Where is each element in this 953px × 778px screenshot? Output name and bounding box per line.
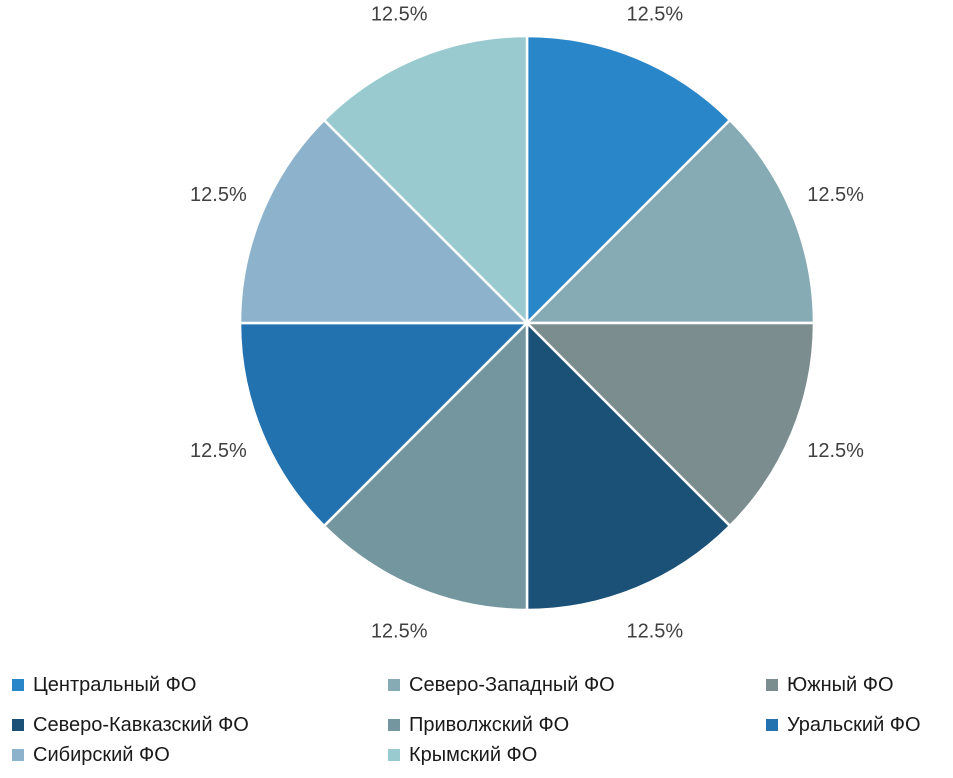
data-label-1: 12.5% xyxy=(626,3,683,25)
pie-slice-2 xyxy=(525,118,816,325)
pie-slice-7 xyxy=(238,118,529,325)
pie-slice-5 xyxy=(322,321,529,612)
pie-slices xyxy=(238,34,816,612)
pie-slice-6 xyxy=(238,321,529,528)
data-label-7: 12.5% xyxy=(190,184,247,206)
pie-slice-1 xyxy=(525,34,732,325)
pie-slice-3 xyxy=(525,321,816,528)
data-label-5: 12.5% xyxy=(371,621,428,643)
data-label-8: 12.5% xyxy=(371,3,428,25)
data-label-6: 12.5% xyxy=(190,440,247,462)
data-label-4: 12.5% xyxy=(626,621,683,643)
pie-data-labels: 12.5% 12.5% 12.5% 12.5% 12.5% 12.5% 12.5% 12.5% xyxy=(190,3,864,642)
data-label-2: 12.5% xyxy=(807,184,864,206)
pie-slice-4 xyxy=(525,321,732,612)
pie-slice-8 xyxy=(322,34,529,325)
data-label-3: 12.5% xyxy=(807,440,864,462)
